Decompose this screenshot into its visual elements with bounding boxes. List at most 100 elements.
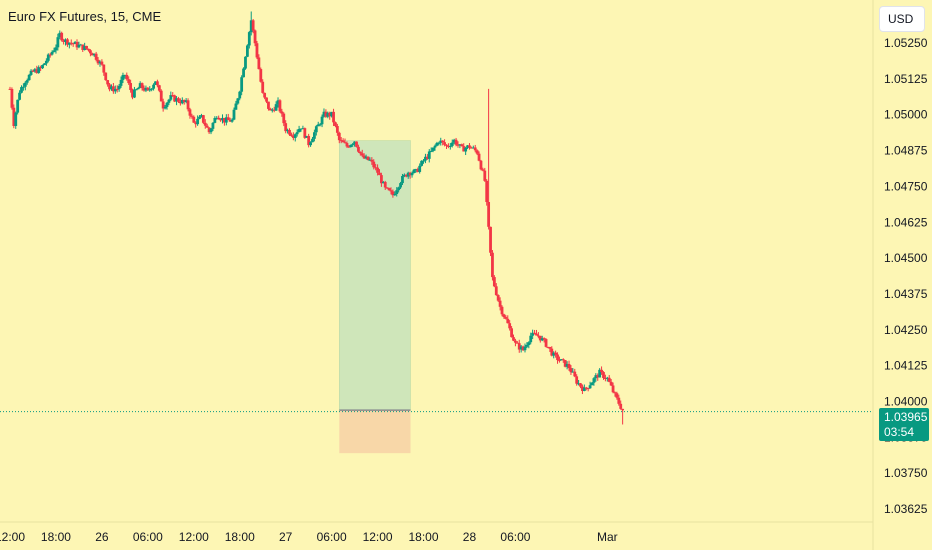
candle-body bbox=[349, 145, 353, 148]
candle-body bbox=[429, 150, 433, 152]
price-tick-label: 1.04125 bbox=[884, 359, 928, 373]
candle-body bbox=[221, 117, 224, 121]
candle-body bbox=[178, 101, 182, 104]
candle-body bbox=[20, 87, 23, 93]
candle-body bbox=[512, 337, 515, 341]
candle-body bbox=[66, 39, 69, 45]
candle-body bbox=[249, 20, 253, 33]
candle-body bbox=[343, 142, 347, 144]
candle-body bbox=[154, 81, 157, 85]
candle-body bbox=[228, 120, 232, 122]
candle-body bbox=[544, 339, 548, 347]
candle-body bbox=[521, 346, 525, 351]
time-tick-label: 06:00 bbox=[133, 530, 163, 544]
candle-body bbox=[92, 53, 96, 56]
candle-body bbox=[550, 348, 554, 356]
candle-body bbox=[535, 333, 538, 336]
candle-body bbox=[604, 377, 607, 379]
candle-body bbox=[602, 372, 605, 378]
candle-body bbox=[224, 117, 228, 123]
candle-body bbox=[209, 128, 213, 133]
candle-body bbox=[531, 332, 535, 336]
candle-body bbox=[381, 181, 385, 184]
candle-body bbox=[554, 352, 558, 355]
candle-body bbox=[196, 118, 200, 125]
candle-body bbox=[416, 169, 420, 172]
candle-body bbox=[385, 187, 389, 189]
candle-body bbox=[140, 83, 144, 89]
candle-body bbox=[527, 342, 531, 346]
candle-body bbox=[60, 32, 64, 41]
candle-body bbox=[548, 346, 552, 349]
candle-body bbox=[397, 187, 401, 191]
candle-body bbox=[481, 169, 485, 171]
candle-body bbox=[127, 79, 131, 84]
candle-body bbox=[401, 176, 404, 184]
candle-body bbox=[305, 135, 309, 138]
time-tick-label: 06:00 bbox=[317, 530, 347, 544]
candle-body bbox=[201, 115, 205, 123]
candle-body bbox=[475, 150, 479, 154]
last-price-value: 1.03965 bbox=[884, 410, 928, 424]
candle-body bbox=[157, 85, 161, 91]
candle-body bbox=[75, 41, 79, 48]
candle-body bbox=[232, 109, 236, 120]
candle-body bbox=[295, 132, 299, 135]
candle-body bbox=[364, 156, 368, 159]
candle-body bbox=[152, 84, 155, 89]
candle-body bbox=[291, 135, 295, 138]
candle-body bbox=[108, 84, 111, 90]
candle-body bbox=[368, 159, 372, 161]
candle-body bbox=[163, 106, 167, 109]
candle-body bbox=[600, 369, 603, 373]
candle-body bbox=[177, 98, 180, 102]
candle-body bbox=[609, 381, 613, 386]
candle-body bbox=[362, 155, 366, 159]
candle-body bbox=[156, 81, 159, 86]
candle-body bbox=[324, 111, 328, 117]
candle-body bbox=[443, 142, 446, 145]
price-tick-label: 1.04875 bbox=[884, 144, 928, 158]
candle-body bbox=[48, 54, 52, 56]
candle-body bbox=[12, 107, 16, 126]
candle-body bbox=[150, 88, 154, 90]
candle-body bbox=[123, 74, 127, 76]
candle-body bbox=[39, 67, 43, 69]
candle-body bbox=[22, 86, 25, 88]
candle-body bbox=[134, 89, 138, 91]
candle-body bbox=[8, 88, 12, 90]
candle-body bbox=[265, 97, 268, 102]
candle-body bbox=[242, 68, 245, 78]
candle-body bbox=[41, 65, 44, 69]
candle-body bbox=[479, 160, 483, 170]
candle-body bbox=[203, 122, 207, 126]
long-position-tool[interactable] bbox=[339, 140, 411, 454]
candle-body bbox=[14, 112, 18, 126]
candle-body bbox=[27, 74, 31, 81]
candle-body bbox=[89, 50, 92, 54]
candle-body bbox=[119, 79, 123, 86]
candle-body bbox=[573, 371, 577, 377]
candle-body bbox=[190, 115, 194, 117]
candle-body bbox=[257, 57, 261, 70]
candle-body bbox=[215, 117, 219, 119]
candle-body bbox=[316, 124, 320, 127]
profit-zone[interactable] bbox=[339, 140, 411, 411]
time-axis[interactable]: 12:00 18:00 26 06:00 12:00 18:00 27 06:00 12:00 1… bbox=[0, 530, 618, 544]
loss-zone[interactable] bbox=[339, 410, 411, 454]
candle-body bbox=[506, 318, 510, 324]
candle-body bbox=[142, 88, 146, 91]
candle-body bbox=[301, 128, 305, 130]
candle-body bbox=[491, 252, 494, 278]
candle-body bbox=[56, 37, 60, 48]
candle-body bbox=[571, 371, 575, 373]
currency-button[interactable]: USD bbox=[879, 6, 925, 32]
candle-body bbox=[238, 91, 242, 99]
candle-body bbox=[113, 88, 117, 92]
price-axis[interactable]: 1.05250 1.05125 1.05000 1.04875 1.04750 1.046… bbox=[884, 36, 928, 516]
candle-body bbox=[282, 113, 286, 124]
candle-body bbox=[337, 132, 341, 141]
candle-body bbox=[43, 63, 46, 66]
candle-body bbox=[515, 342, 519, 344]
